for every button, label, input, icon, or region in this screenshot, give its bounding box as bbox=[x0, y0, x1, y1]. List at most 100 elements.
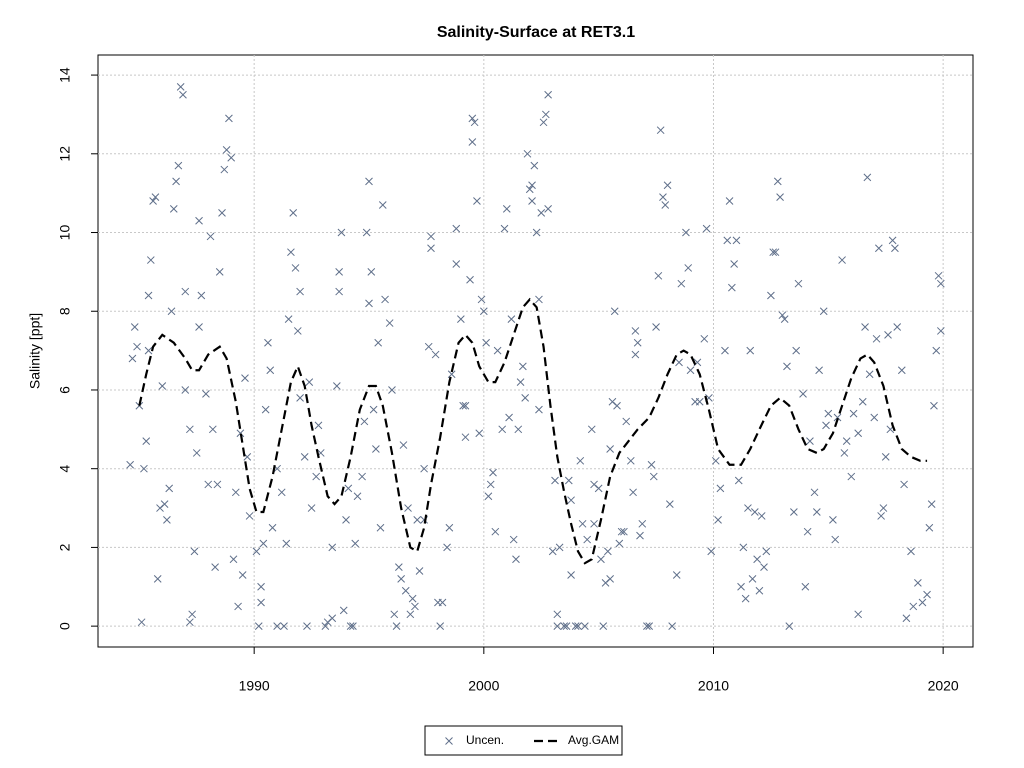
point bbox=[399, 441, 408, 449]
point bbox=[564, 476, 573, 485]
point bbox=[532, 228, 541, 237]
y-axis-label: Salinity [ppt] bbox=[27, 313, 43, 389]
point bbox=[700, 334, 709, 343]
point bbox=[392, 622, 401, 630]
point bbox=[725, 197, 734, 205]
point bbox=[858, 397, 867, 406]
point bbox=[500, 224, 509, 233]
point bbox=[746, 346, 755, 355]
point bbox=[284, 315, 293, 323]
point bbox=[631, 327, 640, 335]
point bbox=[587, 425, 596, 434]
point bbox=[714, 516, 722, 524]
point bbox=[647, 460, 656, 469]
point bbox=[812, 508, 821, 516]
point bbox=[925, 523, 934, 532]
point bbox=[838, 256, 846, 264]
point bbox=[192, 449, 201, 457]
point bbox=[360, 417, 369, 426]
point bbox=[753, 555, 761, 564]
point bbox=[486, 480, 495, 489]
point bbox=[760, 563, 768, 571]
point bbox=[665, 500, 674, 508]
point bbox=[737, 582, 745, 591]
point bbox=[932, 346, 941, 355]
point bbox=[372, 445, 380, 453]
point bbox=[686, 366, 695, 375]
point bbox=[335, 268, 343, 276]
point bbox=[126, 460, 135, 469]
point bbox=[684, 264, 693, 272]
point bbox=[645, 622, 654, 630]
point bbox=[831, 535, 840, 544]
point bbox=[477, 295, 486, 304]
point bbox=[431, 350, 440, 359]
point bbox=[773, 177, 782, 186]
point bbox=[721, 346, 729, 355]
point bbox=[289, 208, 298, 217]
point bbox=[307, 504, 316, 512]
point bbox=[643, 622, 651, 630]
point bbox=[590, 519, 598, 528]
point bbox=[484, 492, 493, 501]
point bbox=[594, 484, 603, 493]
y-tick-label: 14 bbox=[57, 67, 73, 83]
point bbox=[914, 578, 922, 587]
point bbox=[404, 504, 412, 512]
point bbox=[208, 425, 217, 434]
point bbox=[443, 543, 451, 552]
point bbox=[822, 421, 830, 430]
point bbox=[394, 563, 403, 571]
point bbox=[452, 224, 461, 233]
point bbox=[146, 256, 155, 264]
point bbox=[218, 208, 226, 217]
point bbox=[130, 323, 139, 331]
point bbox=[907, 547, 915, 556]
point bbox=[861, 323, 869, 331]
point bbox=[663, 181, 672, 190]
point bbox=[849, 409, 858, 418]
point bbox=[427, 232, 435, 241]
point bbox=[548, 547, 557, 556]
point bbox=[498, 425, 507, 434]
point bbox=[633, 338, 642, 347]
point bbox=[562, 622, 571, 630]
point bbox=[411, 602, 419, 611]
point bbox=[622, 417, 631, 426]
point bbox=[291, 264, 300, 272]
point bbox=[521, 393, 530, 402]
point bbox=[755, 586, 764, 595]
point bbox=[741, 594, 750, 603]
point bbox=[140, 464, 148, 473]
point bbox=[282, 539, 291, 548]
point bbox=[599, 622, 608, 630]
point bbox=[874, 244, 883, 253]
point bbox=[877, 512, 885, 520]
point bbox=[502, 205, 511, 213]
point bbox=[581, 622, 589, 630]
point bbox=[202, 390, 210, 398]
point bbox=[833, 413, 842, 422]
point bbox=[516, 378, 525, 386]
point bbox=[388, 386, 396, 394]
legend-box bbox=[424, 725, 623, 756]
point bbox=[934, 271, 943, 280]
point bbox=[739, 543, 748, 552]
point bbox=[493, 346, 502, 355]
point bbox=[344, 484, 353, 493]
point bbox=[461, 401, 470, 410]
point bbox=[176, 83, 185, 91]
point bbox=[188, 610, 197, 619]
point bbox=[254, 622, 263, 630]
plot-frame bbox=[97, 54, 974, 648]
point bbox=[918, 598, 927, 607]
y-tick-label: 6 bbox=[57, 386, 73, 394]
point bbox=[617, 527, 626, 536]
point bbox=[560, 622, 569, 630]
point bbox=[489, 468, 497, 477]
point bbox=[535, 295, 543, 304]
point bbox=[128, 354, 137, 363]
point bbox=[530, 161, 539, 170]
point bbox=[578, 519, 587, 528]
point bbox=[328, 614, 337, 623]
